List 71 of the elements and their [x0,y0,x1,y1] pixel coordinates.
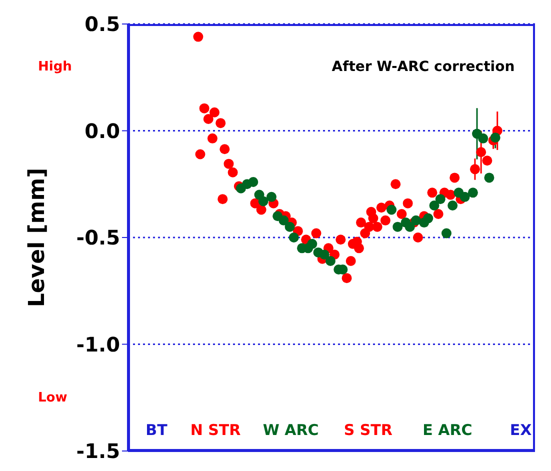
point [368,213,378,224]
point [448,200,458,210]
point [386,204,397,215]
point [284,222,295,232]
point [423,213,434,224]
point [209,107,220,118]
point [311,228,322,238]
point [199,103,210,114]
point [336,234,346,245]
point [216,118,226,128]
annotation: BT [146,420,168,439]
point [482,156,492,166]
point [248,176,258,187]
point [402,198,413,208]
point [460,192,470,202]
point [468,188,478,198]
point [441,228,452,238]
point [433,209,444,220]
point [342,273,352,284]
point [392,222,403,232]
point [228,167,238,178]
annotation: EX [510,420,532,439]
point [218,194,228,204]
text: Low [38,390,68,406]
point [346,256,356,266]
point [404,222,415,232]
point [470,164,480,174]
annotation: N STR [190,420,241,439]
point [412,232,423,242]
annotation: After W-ARC correction [332,58,515,75]
point [258,196,268,206]
point [203,114,214,124]
point [380,215,390,226]
point [256,204,266,215]
point [354,243,364,254]
point [396,209,407,220]
point [195,149,206,160]
point [390,179,401,190]
y-tick-label: 0.0 [84,118,120,143]
point [356,218,366,228]
point [429,200,440,210]
point [490,132,500,143]
point [224,158,234,169]
point [220,144,230,154]
point [288,232,299,242]
point [410,215,421,226]
annotation: W ARC [262,420,319,439]
annotation: S STR [344,420,392,439]
point [450,172,460,183]
point [372,222,382,232]
point [435,194,446,204]
point [484,172,494,183]
point [427,188,438,198]
y-axis-title: Level [mm] [24,168,50,308]
point [376,202,386,213]
point [278,215,289,226]
point [476,147,486,158]
point [478,133,488,144]
point [193,32,204,42]
point [446,190,456,200]
point [207,133,218,144]
y-tick-label: -0.5 [76,226,120,250]
point [325,256,336,266]
annotation: E ARC [422,420,472,439]
y-tick-label: -1.5 [76,439,120,464]
point [307,238,318,249]
text: High [38,59,72,74]
y-tick-label: 0.5 [84,12,120,36]
y-tick-label: -1.0 [76,332,120,356]
point [266,192,276,202]
point [319,250,330,260]
